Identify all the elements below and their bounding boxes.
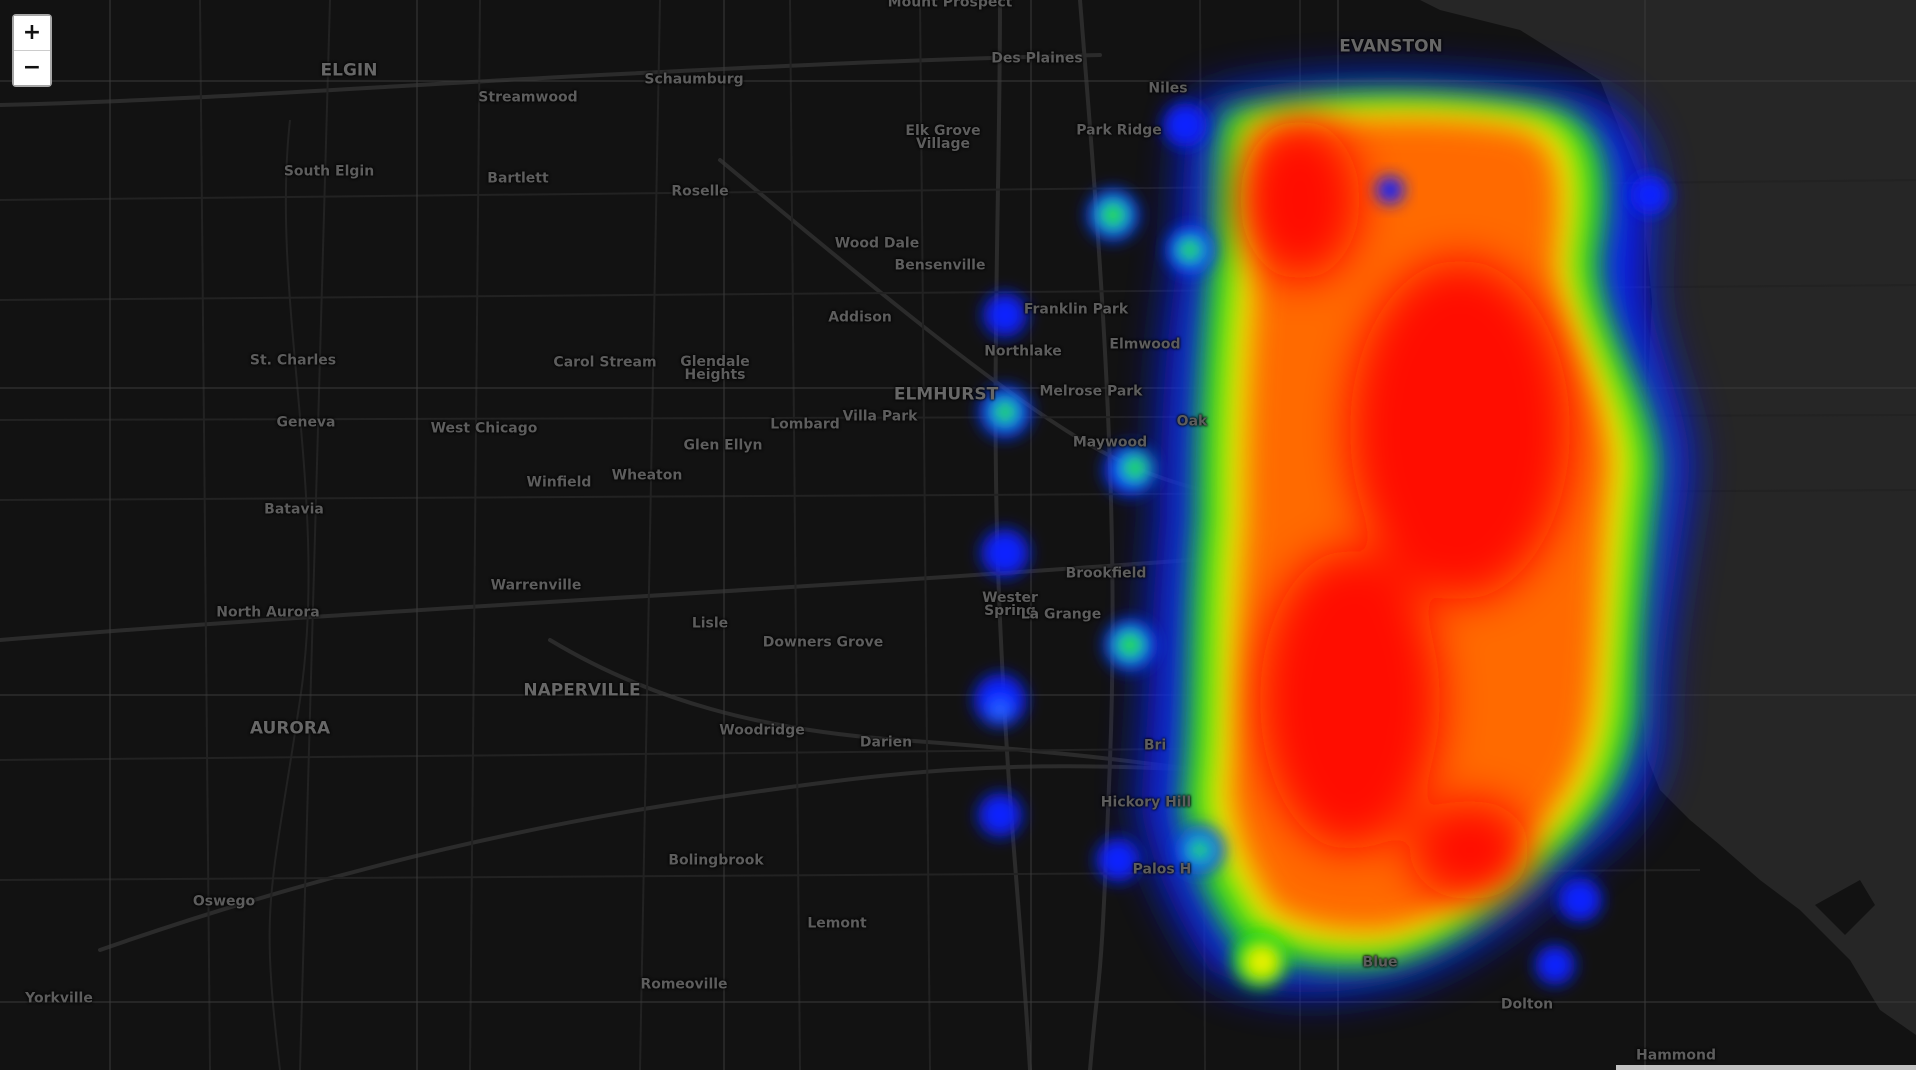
- place-label-darien: Darien: [859, 734, 913, 751]
- zoom-control: + −: [12, 14, 52, 87]
- heat-red-spot: [1350, 260, 1570, 600]
- place-label-lisle: Lisle: [691, 615, 729, 632]
- place-label-winfield: Winfield: [526, 474, 592, 491]
- place-label-elk-grove-village: Elk Grove Village: [905, 123, 981, 152]
- place-label-niles: Niles: [1148, 80, 1188, 97]
- place-label-wheaton: Wheaton: [611, 467, 683, 484]
- zoom-in-button[interactable]: +: [14, 16, 50, 50]
- place-label-lombard: Lombard: [770, 416, 840, 433]
- heat-red-spot: [1240, 120, 1360, 280]
- place-label-south-elgin: South Elgin: [283, 163, 375, 180]
- place-label-bridgeview: Bri: [1143, 737, 1167, 754]
- place-label-elmhurst: ELMHURST: [893, 384, 999, 405]
- place-label-northlake: Northlake: [984, 343, 1062, 360]
- place-label-bartlett: Bartlett: [487, 170, 549, 187]
- place-label-glendale-heights: Glendale Heights: [680, 354, 750, 383]
- place-label-schaumburg: Schaumburg: [644, 71, 744, 88]
- place-label-hickory-hills: Hickory Hill: [1100, 794, 1192, 811]
- place-label-west-chicago: West Chicago: [430, 420, 538, 437]
- place-label-bolingbrook: Bolingbrook: [668, 852, 764, 869]
- place-label-north-aurora: North Aurora: [216, 604, 320, 621]
- place-label-carol-stream: Carol Stream: [553, 354, 657, 371]
- place-label-evanston: EVANSTON: [1339, 36, 1443, 57]
- place-label-park-ridge: Park Ridge: [1076, 122, 1162, 139]
- place-label-glen-ellyn: Glen Ellyn: [683, 437, 763, 454]
- place-label-western-springs: Wester Spring: [982, 590, 1038, 619]
- place-label-oak-park: Oak: [1176, 413, 1208, 430]
- place-label-franklin-park: Franklin Park: [1023, 301, 1129, 318]
- place-label-blue-island: Blue: [1362, 954, 1398, 971]
- place-label-streamwood: Streamwood: [478, 89, 578, 106]
- place-label-elgin: ELGIN: [320, 60, 378, 81]
- place-label-geneva: Geneva: [276, 414, 336, 431]
- zoom-out-button[interactable]: −: [14, 50, 50, 85]
- place-label-oswego: Oswego: [192, 893, 256, 910]
- place-label-woodridge: Woodridge: [719, 722, 805, 739]
- place-label-dolton: Dolton: [1500, 996, 1554, 1013]
- place-label-aurora: AURORA: [249, 718, 331, 739]
- place-label-des-plaines: Des Plaines: [991, 50, 1083, 67]
- place-label-st-charles: St. Charles: [249, 352, 337, 369]
- place-label-hammond: Hammond: [1636, 1047, 1716, 1064]
- place-label-batavia: Batavia: [264, 501, 324, 518]
- heat-red-spot: [1410, 800, 1530, 900]
- place-label-villa-park: Villa Park: [842, 408, 918, 425]
- place-label-elmwood-park: Elmwood: [1109, 336, 1181, 353]
- heat-red-spot: [1260, 550, 1440, 850]
- place-label-wood-dale: Wood Dale: [834, 235, 920, 252]
- attribution-bar[interactable]: [1616, 1065, 1916, 1070]
- place-label-yorkville: Yorkville: [25, 990, 93, 1007]
- place-label-brookfield: Brookfield: [1065, 565, 1147, 582]
- place-label-melrose-park: Melrose Park: [1039, 383, 1143, 400]
- place-label-roselle: Roselle: [671, 183, 729, 200]
- place-label-warrenville: Warrenville: [490, 577, 582, 594]
- place-label-maywood: Maywood: [1072, 434, 1148, 451]
- place-label-palos-hills: Palos H: [1132, 861, 1192, 878]
- place-label-downers-grove: Downers Grove: [762, 634, 884, 651]
- place-label-bensenville: Bensenville: [894, 257, 986, 274]
- place-label-naperville: NAPERVILLE: [523, 680, 641, 701]
- place-label-la-grange: La Grange: [1020, 606, 1102, 623]
- place-label-addison: Addison: [828, 309, 892, 326]
- place-label-lemont: Lemont: [807, 915, 867, 932]
- place-label-romeoville: Romeoville: [640, 976, 728, 993]
- place-label-mount-prospect: Mount Prospect: [887, 0, 1013, 11]
